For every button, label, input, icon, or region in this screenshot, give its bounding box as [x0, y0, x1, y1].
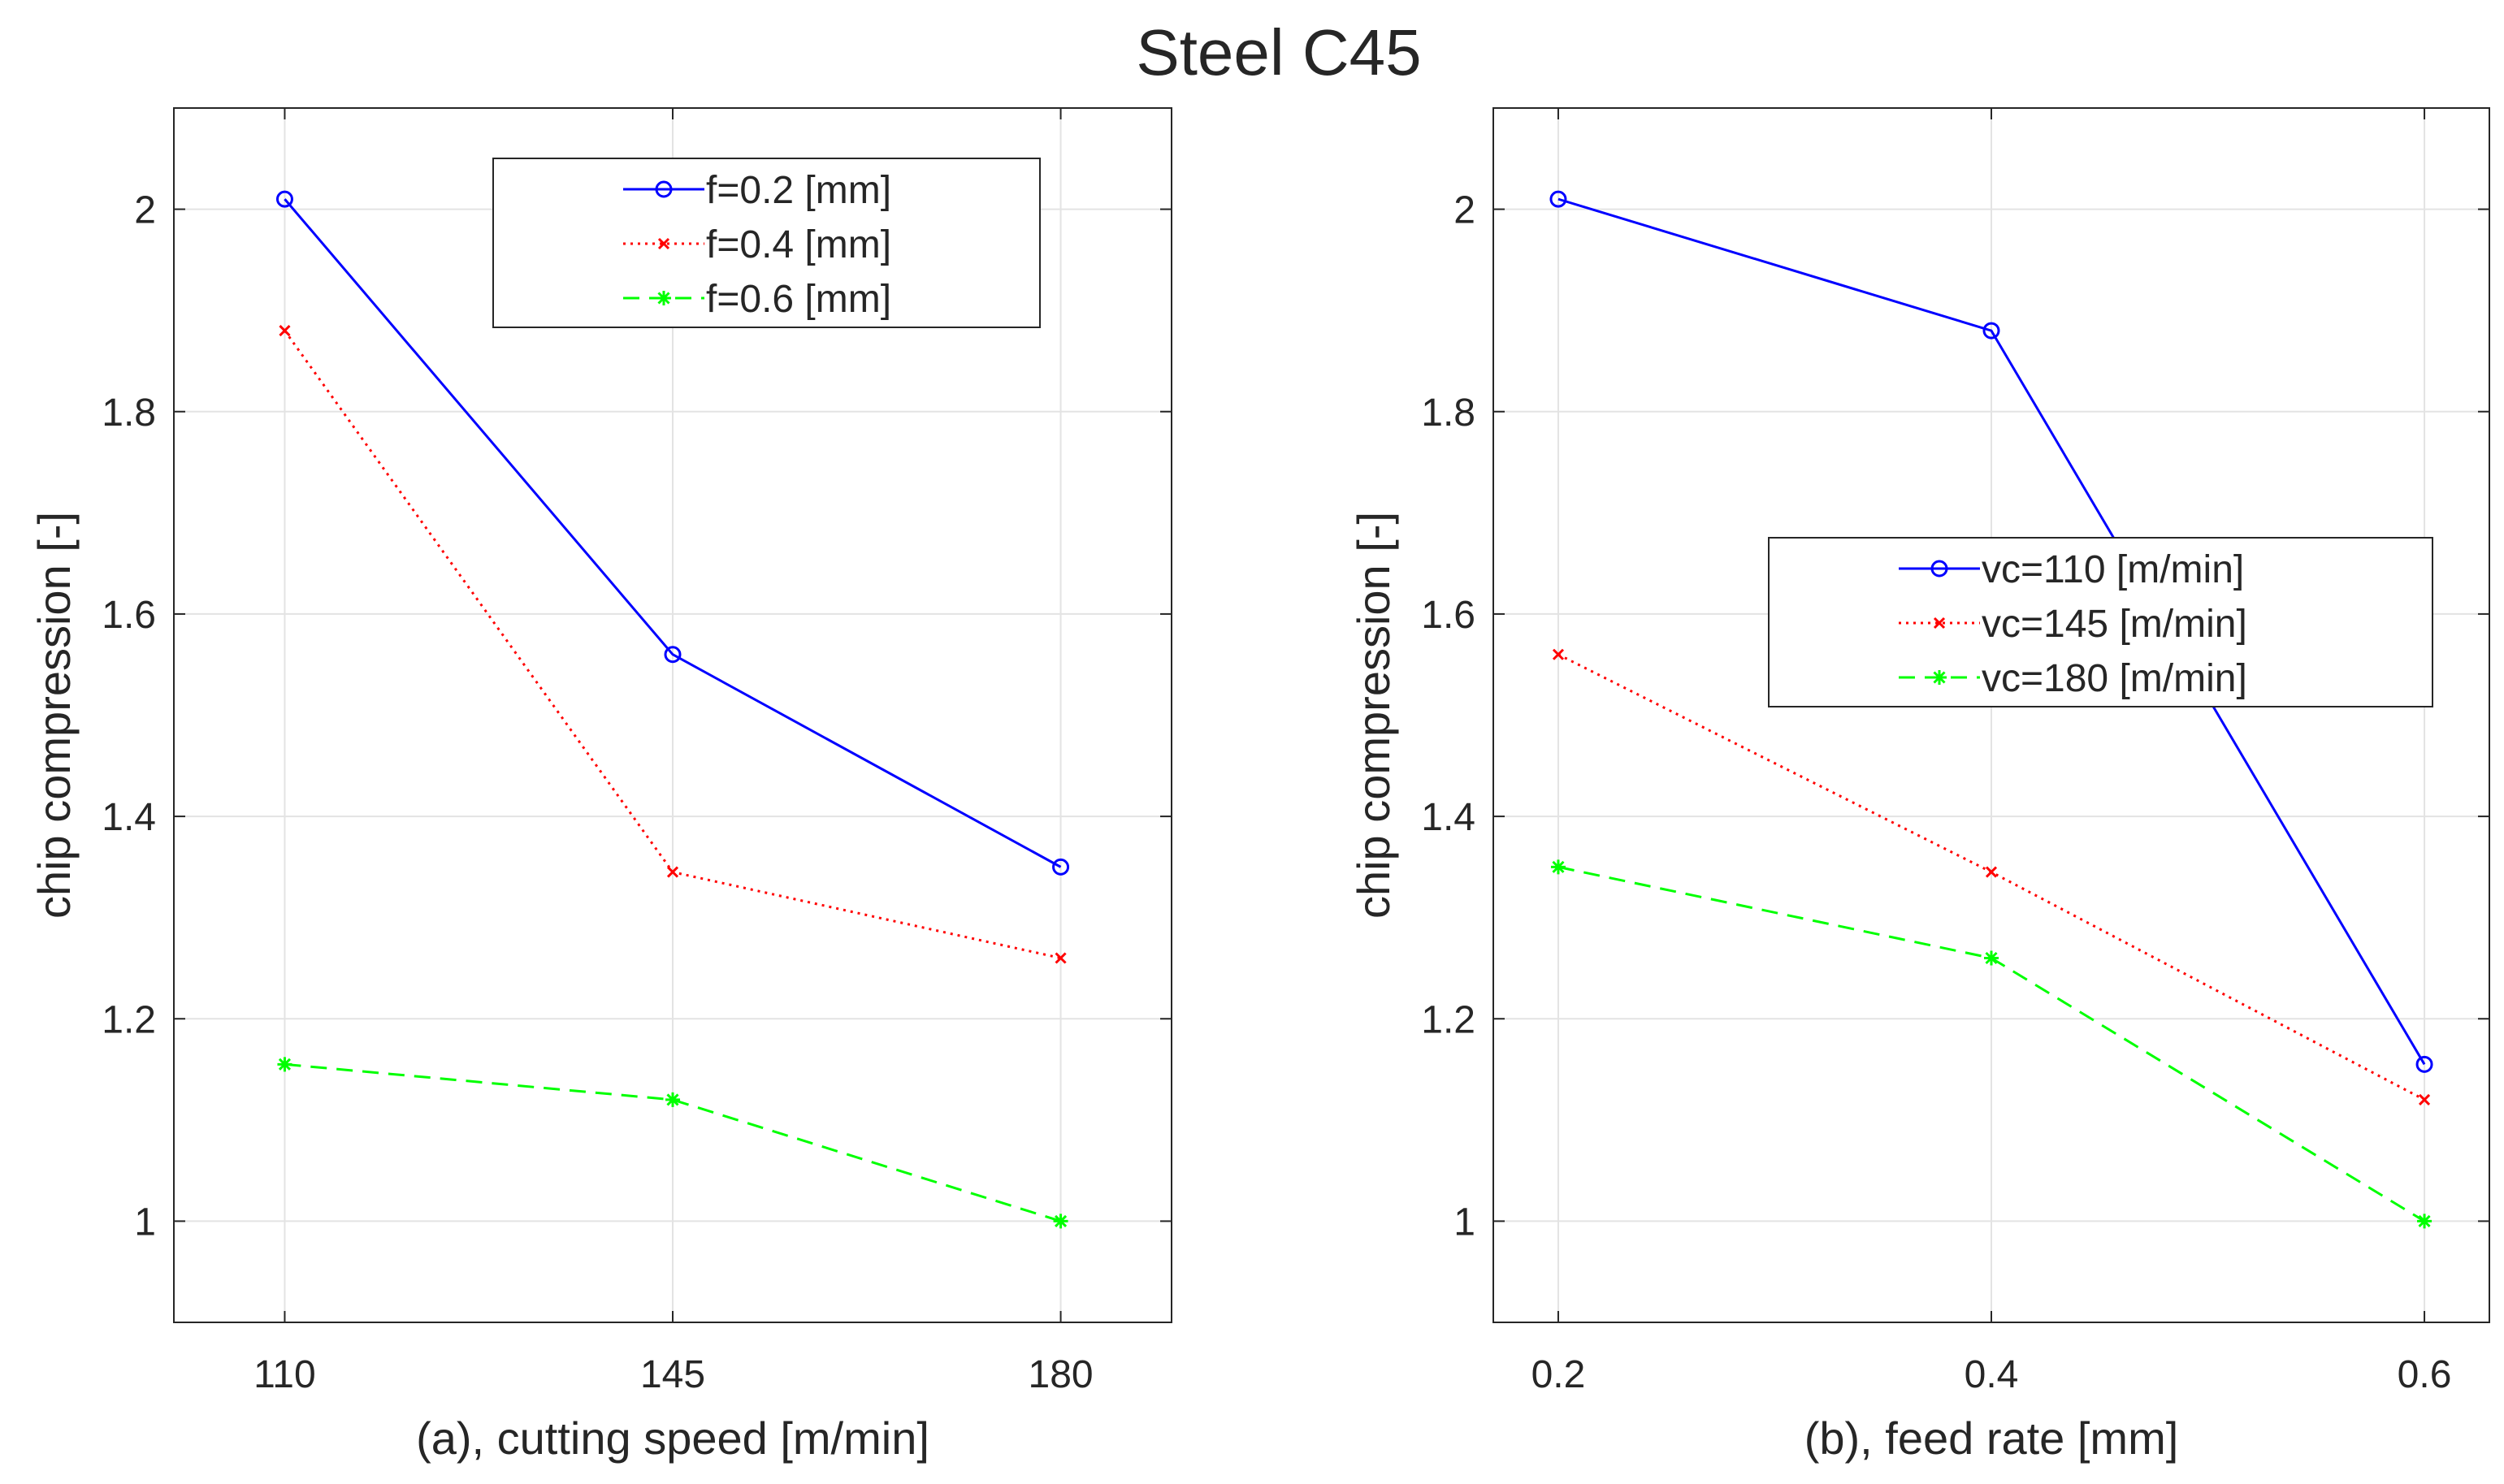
x-tick-label: 145 — [640, 1353, 705, 1396]
series-line — [284, 198, 1062, 868]
data-point — [665, 1092, 680, 1107]
legend-box — [492, 158, 1041, 328]
y-tick-label: 1.2 — [1421, 998, 1475, 1041]
data-point — [1550, 859, 1566, 875]
legend-marker — [655, 180, 673, 198]
data-point — [279, 325, 291, 337]
data-point — [2418, 1093, 2431, 1105]
data-point — [1055, 952, 1067, 964]
axes-box — [173, 107, 1172, 1323]
data-point — [666, 866, 679, 878]
series-1 — [1549, 190, 2433, 1073]
y-tick-label: 2 — [1453, 189, 1475, 232]
legend: vc=110 [m/min] vc=145 [m/min] vc=180 [m/mi… — [1768, 537, 2433, 707]
data-point — [1052, 858, 1070, 876]
data-point — [1549, 190, 1567, 208]
legend-marker — [1933, 617, 1946, 630]
y-tick-label: 1.4 — [102, 796, 156, 839]
chart-panel-b: 0.2 0.4 0.6 1 1.2 1.4 1.6 1.8 2 (b), feed rate [m… — [1348, 107, 2490, 1464]
series-line — [284, 1062, 1062, 1222]
series-1 — [275, 190, 1070, 876]
legend-label: vc=180 [m/min] — [1982, 657, 2247, 700]
axes-box — [1492, 107, 2490, 1323]
legend-box — [1768, 537, 2433, 707]
x-axis-label: (a), cutting speed [m/min] — [416, 1413, 929, 1464]
series-3 — [277, 1057, 1068, 1229]
x-tick-label: 110 — [253, 1353, 316, 1396]
x-axis-label: (b), feed rate [mm] — [1804, 1413, 2179, 1464]
y-tick-label: 1 — [134, 1201, 156, 1244]
data-point — [2415, 1055, 2433, 1073]
y-tick-label: 1.2 — [102, 998, 156, 1041]
x-tick-label: 0.6 — [2398, 1353, 2452, 1396]
data-point — [275, 190, 293, 208]
y-tick-label: 2 — [134, 189, 156, 232]
legend-marker — [1930, 560, 1948, 578]
data-point — [664, 646, 682, 664]
legend-label: vc=145 [m/min] — [1982, 603, 2247, 646]
series-3 — [1550, 859, 2433, 1229]
legend-marker — [657, 237, 670, 250]
y-tick-label: 1.4 — [1421, 796, 1475, 839]
legend-marker — [1932, 670, 1947, 685]
y-axis-label: chip compression [-] — [1348, 512, 1399, 919]
x-tick-label: 0.2 — [1531, 1353, 1586, 1396]
legend-label: f=0.2 [mm] — [706, 169, 891, 212]
legend-marker — [656, 291, 671, 305]
data-point — [1985, 866, 1998, 878]
data-point — [1053, 1214, 1068, 1229]
y-axis-label: chip compression [-] — [28, 512, 80, 919]
legend-label: f=0.6 [mm] — [706, 278, 891, 321]
x-tick-label: 180 — [1029, 1353, 1094, 1396]
figure-title: Steel C45 — [1136, 16, 1421, 89]
legend: f=0.2 [mm] f=0.4 [mm] f=0.6 [mm] — [492, 158, 1041, 328]
series-2 — [1552, 648, 2431, 1105]
data-point — [1552, 648, 1565, 660]
chart-panel-a: 110 145 180 1 1.2 1.4 1.6 1.8 2 (a), cutting spee… — [28, 107, 1172, 1464]
data-point — [1982, 322, 2000, 340]
data-point — [277, 1057, 292, 1072]
legend-label: vc=110 [m/min] — [1982, 548, 2244, 591]
series-line — [1557, 197, 2426, 1066]
data-point — [1984, 950, 1999, 966]
data-point — [2417, 1214, 2433, 1229]
x-tick-label: 0.4 — [1965, 1353, 2019, 1396]
y-tick-label: 1.6 — [102, 594, 156, 637]
y-tick-label: 1.8 — [1421, 392, 1475, 435]
legend-label: f=0.4 [mm] — [706, 223, 891, 266]
series-2 — [279, 325, 1067, 964]
y-tick-label: 1.6 — [1421, 594, 1475, 637]
y-tick-label: 1 — [1453, 1201, 1475, 1244]
y-tick-label: 1.8 — [102, 392, 156, 435]
